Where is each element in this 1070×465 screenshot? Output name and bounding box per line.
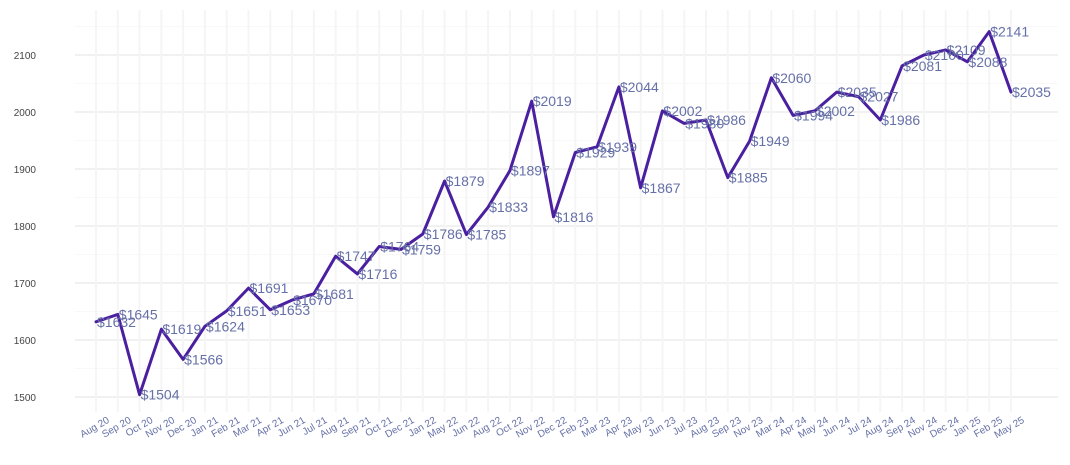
data-label: $2081	[903, 58, 942, 74]
data-label: $2141	[990, 24, 1029, 40]
data-label: $1566	[184, 351, 223, 367]
data-label: $1624	[206, 318, 245, 334]
data-label: $1653	[271, 302, 310, 318]
data-labels: $1632$1645 $1504 $1619 $1566 $1624$1651 $1691…	[97, 24, 1051, 403]
data-label: $2109	[947, 42, 986, 58]
y-tick-label: 1800	[14, 222, 37, 233]
data-label: $1785	[467, 227, 506, 243]
data-label: $1885	[729, 170, 768, 186]
data-label: $1645	[119, 306, 158, 322]
data-label: $1833	[489, 199, 528, 215]
data-label: $2088	[968, 54, 1007, 70]
y-axis-ticks: 1500 1600 1700 1800 1900 2000 2100	[14, 51, 37, 404]
y-tick-label: 1900	[14, 165, 37, 176]
series-line	[94, 30, 1013, 397]
data-label: $1980	[685, 115, 724, 131]
data-label: $1764	[380, 239, 419, 255]
y-tick-label: 2100	[14, 51, 37, 62]
data-label: $1897	[511, 163, 550, 179]
data-label: $1786	[424, 226, 463, 242]
data-label: $1816	[555, 209, 594, 225]
data-label: $2002	[663, 103, 702, 119]
data-label: $1949	[751, 133, 790, 149]
data-label: $1651	[228, 303, 267, 319]
data-label: $2035	[838, 84, 877, 100]
data-label: $1716	[358, 266, 397, 282]
data-label: $1691	[250, 280, 289, 296]
y-tick-label: 1500	[14, 393, 37, 404]
data-label: $1504	[141, 387, 180, 403]
data-label: $1939	[598, 139, 637, 155]
data-label: $1619	[162, 321, 201, 337]
y-tick-label: 2000	[14, 108, 37, 119]
data-label: $2060	[772, 70, 811, 86]
data-label: $1867	[642, 180, 681, 196]
data-label: $1632	[97, 314, 136, 330]
y-tick-label: 1600	[14, 336, 37, 347]
data-label: $1759	[402, 241, 441, 257]
data-label: $1670	[293, 292, 332, 308]
data-label: $1747	[337, 248, 376, 264]
y-tick-label: 1700	[14, 279, 37, 290]
data-label: $1986	[707, 112, 746, 128]
data-label: $1986	[881, 112, 920, 128]
data-label: $2027	[860, 89, 899, 105]
data-label: $2035	[1012, 84, 1051, 100]
data-label: $2100	[925, 47, 964, 63]
data-label: $1929	[576, 144, 615, 160]
data-label: $2019	[533, 93, 572, 109]
data-label: $2044	[620, 79, 659, 95]
gridlines	[75, 10, 1058, 412]
data-label: $2002	[816, 103, 855, 119]
data-label: $1994	[794, 107, 833, 123]
data-label: $1879	[446, 173, 485, 189]
data-label: $1681	[315, 286, 354, 302]
